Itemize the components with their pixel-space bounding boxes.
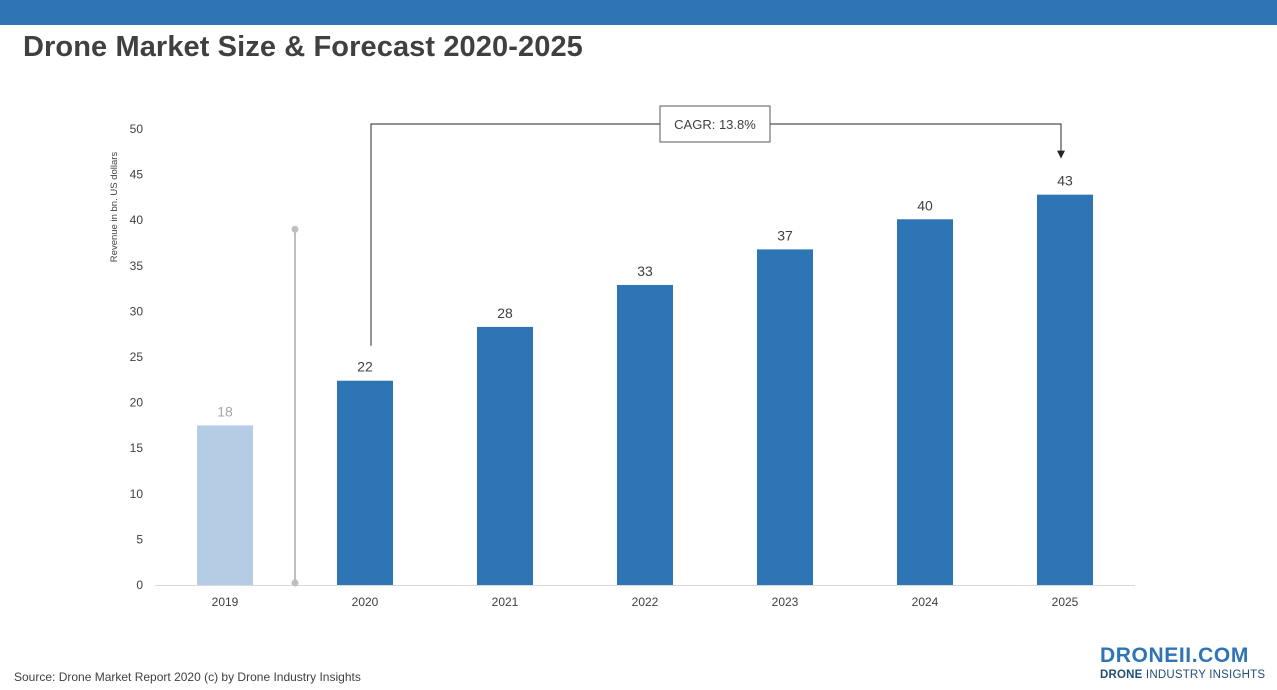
bar-2022: [617, 284, 673, 585]
x-tick-label: 2022: [632, 595, 659, 609]
y-tick-label: 50: [130, 122, 144, 136]
bar-2025: [1037, 194, 1093, 585]
y-tick-label: 40: [130, 213, 144, 227]
logo-tagline-rest: INDUSTRY INSIGHTS: [1142, 669, 1266, 681]
y-tick-label: 5: [136, 532, 143, 546]
divider-dot-bottom: [291, 579, 299, 587]
x-tick-label: 2023: [772, 595, 799, 609]
y-tick-label: 45: [130, 168, 144, 182]
cagr-box: [659, 105, 771, 143]
y-tick-label: 20: [130, 396, 144, 410]
x-tick-label: 2020: [352, 595, 379, 609]
data-label-2022: 33: [637, 263, 653, 279]
bar-2021: [477, 326, 533, 585]
logo-wordmark: DRONEII.COM: [1100, 644, 1249, 667]
x-tick-label: 2019: [212, 595, 239, 609]
cagr-arrowhead: [1057, 150, 1065, 159]
data-label-2024: 40: [917, 197, 933, 213]
y-tick-label: 30: [130, 304, 144, 318]
y-tick-label: 25: [130, 350, 144, 364]
bar-2019: [197, 425, 253, 585]
logo-tagline-bold: DRONE: [1100, 669, 1143, 681]
y-axis-label: Revenue in bn. US dollars: [109, 152, 120, 263]
bar-2024: [897, 219, 953, 585]
data-label-2023: 37: [777, 227, 793, 243]
top-band: [0, 0, 1277, 25]
y-tick-label: 0: [136, 578, 143, 592]
cagr-bracket: [370, 123, 1062, 346]
cagr-label: CAGR: 13.8%: [674, 117, 756, 132]
x-tick-label: 2021: [492, 595, 519, 609]
x-tick-label: 2025: [1052, 595, 1079, 609]
data-label-2020: 22: [357, 359, 373, 375]
data-label-2021: 28: [497, 305, 513, 321]
divider-dot-top: [291, 225, 299, 233]
y-tick-label: 35: [130, 259, 144, 273]
bar-2023: [757, 249, 813, 585]
data-label-2019: 18: [217, 403, 233, 419]
source-note: Source: Drone Market Report 2020 (c) by …: [14, 670, 361, 684]
logo-tagline: DRONE INDUSTRY INSIGHTS: [1100, 668, 1270, 682]
y-tick-label: 15: [130, 441, 144, 455]
x-tick-label: 2024: [912, 595, 939, 609]
y-tick-label: 10: [130, 487, 144, 501]
data-label-2025: 43: [1057, 173, 1073, 189]
bar-2020: [337, 380, 393, 585]
droneii-logo: DRONEII.COM DRONE INDUSTRY INSIGHTS: [1100, 644, 1270, 682]
page-title: Drone Market Size & Forecast 2020-2025: [23, 31, 583, 63]
